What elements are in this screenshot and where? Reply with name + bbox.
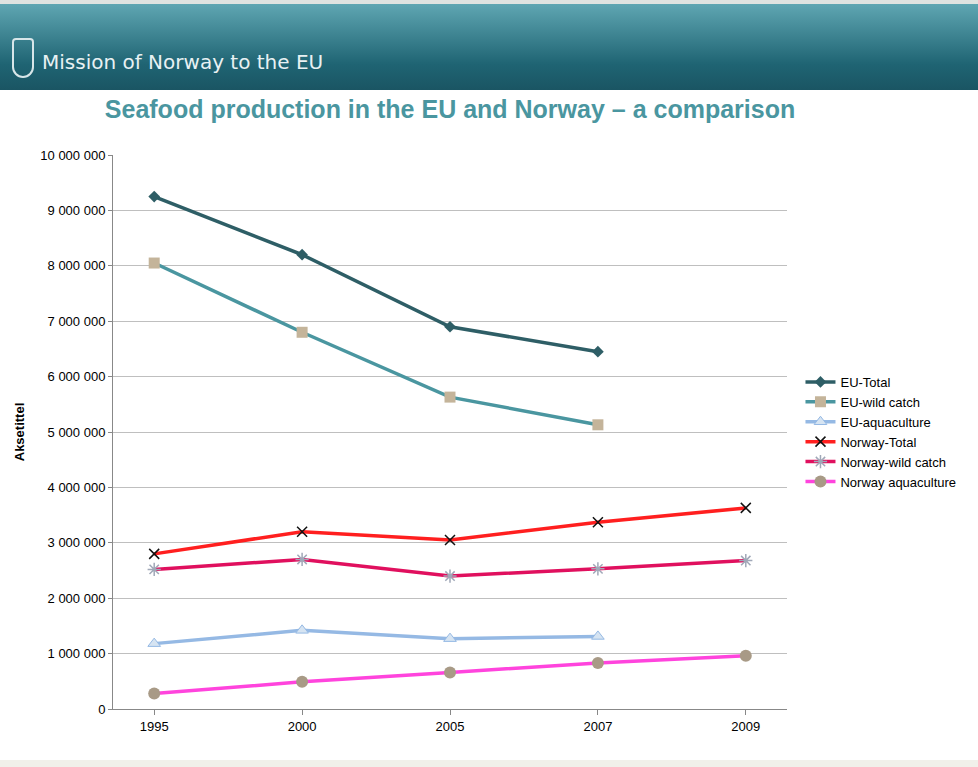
svg-text:2007: 2007 [583, 719, 612, 734]
svg-text:2005: 2005 [436, 719, 465, 734]
svg-text:0: 0 [98, 702, 105, 717]
svg-text:10 000 000: 10 000 000 [40, 148, 105, 163]
svg-text:2000: 2000 [288, 719, 317, 734]
svg-text:2 000 000: 2 000 000 [48, 591, 106, 606]
svg-text:5 000 000: 5 000 000 [48, 425, 106, 440]
svg-text:EU-Total: EU-Total [840, 375, 890, 390]
svg-text:7 000 000: 7 000 000 [48, 314, 106, 329]
svg-text:Aksetittel: Aksetittel [12, 403, 27, 462]
html-text:Mission of Norway to the EU: Mission of Norway to the EU [42, 50, 324, 74]
svg-text:EU-aquaculture: EU-aquaculture [840, 415, 930, 430]
svg-text:1 000 000: 1 000 000 [48, 646, 106, 661]
svg-text:Norway aquaculture: Norway aquaculture [840, 475, 956, 490]
svg-text:6 000 000: 6 000 000 [48, 369, 106, 384]
svg-text:3 000 000: 3 000 000 [48, 535, 106, 550]
svg-text:Seafood production in the EU a: Seafood production in the EU and Norway … [105, 95, 795, 123]
svg-text:Norway-wild catch: Norway-wild catch [840, 455, 945, 470]
svg-text:1995: 1995 [140, 719, 169, 734]
svg-text:Norway-Total: Norway-Total [840, 435, 916, 450]
svg-text:2009: 2009 [731, 719, 760, 734]
svg-text:8 000 000: 8 000 000 [48, 258, 106, 273]
svg-text:EU-wild catch: EU-wild catch [840, 395, 919, 410]
svg-text:4 000 000: 4 000 000 [48, 480, 106, 495]
svg-text:9 000 000: 9 000 000 [48, 203, 106, 218]
